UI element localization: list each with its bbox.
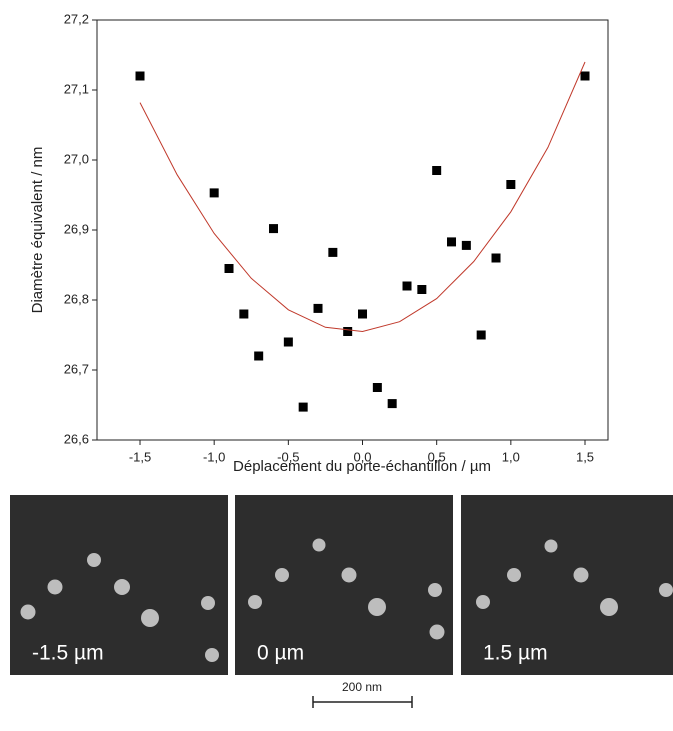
particle	[201, 596, 215, 610]
data-point	[476, 330, 486, 340]
data-point	[387, 399, 397, 409]
x-axis-label: Déplacement du porte-échantillon / µm	[233, 458, 491, 475]
data-point	[283, 337, 293, 347]
particle	[248, 595, 262, 609]
particle	[600, 598, 618, 616]
data-point	[209, 188, 219, 198]
particle	[507, 568, 521, 582]
micrograph-label: 1.5 µm	[483, 642, 548, 665]
data-point	[298, 402, 308, 412]
fit-curve	[139, 61, 586, 333]
micrograph	[235, 495, 453, 675]
particle	[544, 539, 558, 553]
x-tick-label: 1,5	[576, 449, 594, 464]
data-point	[313, 303, 323, 313]
micrograph	[461, 495, 673, 675]
scale-bar-label: 200 nm	[342, 680, 382, 694]
data-point	[447, 237, 457, 247]
data-point	[402, 281, 412, 291]
x-tick-label: 1,0	[502, 449, 520, 464]
particle	[429, 624, 445, 640]
data-point	[343, 327, 353, 336]
plot-frame	[96, 19, 609, 441]
y-tick-label: 26,9	[64, 221, 89, 236]
micrograph-label: 0 µm	[257, 642, 304, 665]
particle	[141, 609, 159, 627]
x-tick-label: -0,5	[277, 449, 299, 464]
data-point	[432, 166, 442, 175]
data-point	[417, 285, 427, 294]
particle	[659, 583, 673, 597]
particle	[312, 538, 326, 552]
data-point	[372, 383, 382, 392]
particle	[205, 648, 219, 662]
y-tick-label: 26,7	[64, 361, 89, 376]
x-tick-label: 0,5	[428, 449, 446, 464]
y-tick-label: 27,0	[64, 151, 89, 166]
data-point	[491, 253, 501, 263]
data-point	[358, 309, 368, 319]
data-point	[269, 224, 279, 234]
y-tick-label: 26,6	[64, 431, 89, 446]
particle	[573, 567, 589, 583]
data-point	[328, 247, 338, 257]
particle	[368, 598, 386, 616]
data-point	[254, 351, 264, 361]
particle	[428, 583, 442, 597]
particle	[20, 604, 36, 620]
particle	[114, 579, 130, 595]
particle	[476, 595, 490, 609]
x-tick-label: -1,0	[203, 449, 225, 464]
data-point	[506, 180, 516, 189]
particle	[87, 553, 101, 567]
particle	[275, 568, 289, 582]
data-point	[580, 71, 590, 81]
y-tick-label: 26,8	[64, 291, 89, 306]
micrograph-label: -1.5 µm	[32, 642, 104, 665]
data-point	[135, 71, 145, 81]
data-point	[461, 240, 471, 250]
data-point	[224, 264, 234, 273]
y-tick-label: 27,1	[64, 81, 89, 96]
x-tick-label: -1,5	[129, 449, 151, 464]
y-axis-label: Diamètre équivalent / nm	[29, 147, 46, 314]
data-point	[239, 309, 249, 319]
particle	[341, 567, 357, 583]
particle	[47, 579, 63, 595]
x-tick-label: 0,0	[353, 449, 371, 464]
y-tick-label: 27,2	[64, 11, 89, 26]
